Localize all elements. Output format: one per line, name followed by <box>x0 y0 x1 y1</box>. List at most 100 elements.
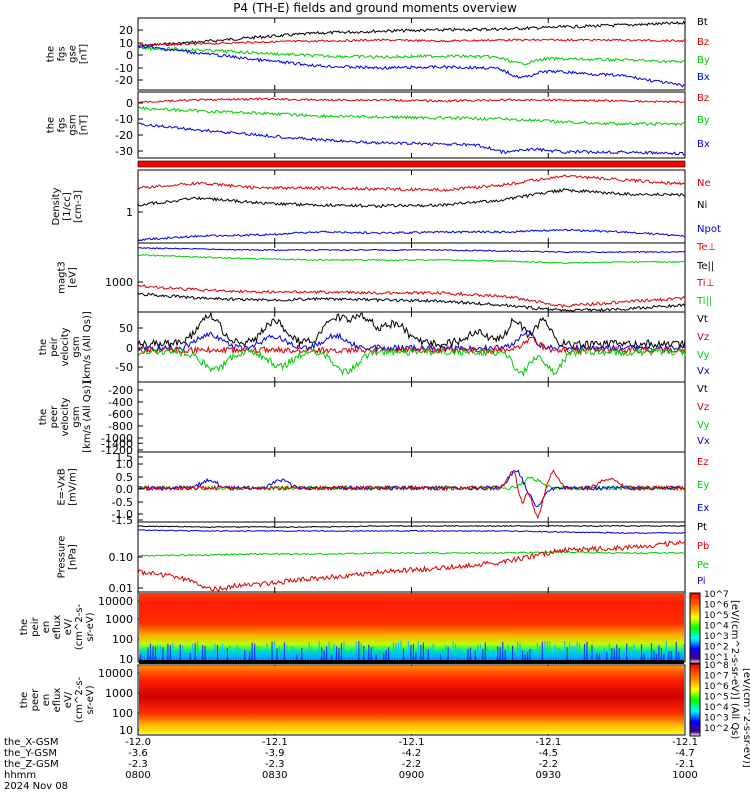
line-vy <box>137 346 686 378</box>
y-tick-label: 50 <box>119 322 133 335</box>
spectrogram-noise <box>192 643 194 661</box>
page-title: P4 (TH-E) fields and ground moments over… <box>233 1 517 15</box>
legend-entry: Vy <box>697 350 710 361</box>
spectrogram-noise <box>298 654 300 661</box>
spectrogram-noise <box>519 643 521 661</box>
spectrogram-noise <box>566 647 568 661</box>
spectrogram-noise <box>278 646 281 661</box>
spectrogram-noise <box>425 647 427 661</box>
spectrogram-noise <box>469 647 472 661</box>
time-axis-row-label: the_Y-GSM <box>4 748 57 759</box>
spectrogram-noise <box>321 647 323 661</box>
time-axis-value: -4.5 <box>538 748 558 759</box>
line-bt <box>137 20 686 48</box>
spectrogram-noise <box>638 652 640 661</box>
legend-entry: Vz <box>697 402 709 413</box>
spectrogram-noise <box>365 650 367 661</box>
spectrogram-noise <box>316 654 318 661</box>
spectrogram-noise <box>323 650 325 661</box>
spectrogram-noise <box>670 650 672 661</box>
line-pi <box>137 529 686 535</box>
legend-entry: Vy <box>697 420 710 431</box>
y-axis-label: [nT] <box>79 44 90 64</box>
time-axis-value: -12.1 <box>262 737 288 748</box>
spectrogram-noise <box>330 654 333 661</box>
spectrogram-noise <box>370 647 372 661</box>
spectrogram-peer <box>139 666 684 734</box>
spectrogram-noise <box>162 647 164 661</box>
y-axis-label: the <box>38 409 49 425</box>
y-axis-label: gse <box>68 45 79 63</box>
spectrogram-noise <box>452 641 454 661</box>
spectrogram-noise <box>246 650 248 661</box>
spectrogram-noise <box>636 653 638 661</box>
time-axis-value: 0830 <box>262 770 287 781</box>
spectrogram-noise <box>373 646 375 661</box>
spectrogram-noise <box>516 641 519 661</box>
time-axis-value: -2.2 <box>402 759 422 770</box>
spectrogram-noise <box>254 643 256 661</box>
spectrogram-noise <box>142 651 144 661</box>
line-teperp <box>137 247 686 254</box>
spectrogram-noise <box>497 646 499 661</box>
spectrogram-noise <box>477 644 479 661</box>
spectrogram-noise <box>318 641 320 661</box>
y-tick-label: 20 <box>119 24 133 37</box>
time-axis-value: -2.2 <box>538 759 558 770</box>
y-axis-label: en <box>41 694 52 707</box>
spectrogram-noise <box>509 653 511 661</box>
spectrogram-noise <box>211 649 214 661</box>
legend-entry: Npot <box>697 224 721 235</box>
spectrogram-noise <box>668 651 670 661</box>
y-tick-label: 10000 <box>98 595 133 608</box>
y-tick-label: 10 <box>119 653 133 666</box>
line-by-gsm <box>137 105 686 127</box>
spectrogram-noise <box>454 643 457 661</box>
legend-entry: Bz <box>697 37 709 48</box>
y-tick-label: -0.5 <box>112 496 133 509</box>
spectrogram-noise <box>422 642 424 661</box>
y-axis-label: fgs <box>57 46 68 61</box>
spectrogram-noise <box>261 651 263 661</box>
spectrogram-noise <box>179 644 181 661</box>
spectrogram-noise <box>229 645 231 661</box>
y-tick-label: 10 <box>119 37 133 50</box>
y-tick-label: -1200 <box>101 444 133 457</box>
y-axis-label: [mV/m] <box>68 468 79 506</box>
y-axis-label: peer <box>49 405 60 429</box>
legend-entry: Ti|| <box>696 296 712 307</box>
spectrogram-noise <box>202 645 204 661</box>
spectrogram-noise <box>427 649 429 661</box>
legend-entry: Ne <box>697 178 711 189</box>
y-axis-label: [km/s (All Qs)] <box>82 381 93 453</box>
spectrogram-noise <box>400 641 402 661</box>
spectrogram-noise <box>536 642 538 661</box>
line-pt <box>137 524 686 529</box>
spectrogram-noise <box>340 642 343 661</box>
spectrogram-noise <box>144 649 147 661</box>
spectrogram-noise <box>164 650 166 661</box>
spectrogram-noise <box>197 641 199 661</box>
separator-band <box>138 161 685 167</box>
spectrogram-noise <box>239 647 241 661</box>
spectrogram-noise <box>355 641 357 661</box>
line-npot <box>137 228 686 242</box>
y-axis-label: (cm^2-s- <box>74 676 85 723</box>
legend-entry: Bx <box>697 72 710 83</box>
spectrogram-noise <box>154 646 157 661</box>
spectrogram-noise <box>333 643 335 661</box>
colorbar-tick-label: 10^7 <box>704 672 729 682</box>
y-axis-label: velocity <box>60 327 71 366</box>
spectrogram-noise <box>402 648 405 661</box>
spectrogram-noise <box>383 653 385 661</box>
panel-frame-fgs-gse <box>137 17 686 91</box>
spectrogram-noise <box>417 641 419 661</box>
spectrogram-noise <box>559 648 561 661</box>
colorbar-top <box>689 592 701 664</box>
colorbar-label-bottom: [eV/(cm^2-s-sr-eV)] <box>741 668 750 768</box>
spectrogram-noise <box>378 654 380 661</box>
y-tick-label: 0 <box>126 97 133 110</box>
y-axis-label: the <box>19 692 30 708</box>
spectrogram-noise <box>296 654 298 661</box>
y-tick-label: 1000 <box>105 276 133 289</box>
